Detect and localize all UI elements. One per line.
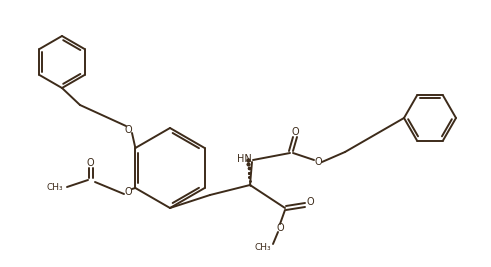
Text: O: O — [306, 197, 314, 207]
Text: O: O — [86, 158, 94, 168]
Text: CH₃: CH₃ — [47, 183, 63, 193]
Text: O: O — [124, 125, 132, 135]
Text: O: O — [124, 187, 132, 197]
Text: HN: HN — [237, 154, 251, 164]
Text: O: O — [314, 157, 322, 167]
Text: O: O — [291, 127, 299, 137]
Text: CH₃: CH₃ — [255, 244, 272, 253]
Text: O: O — [276, 223, 284, 233]
